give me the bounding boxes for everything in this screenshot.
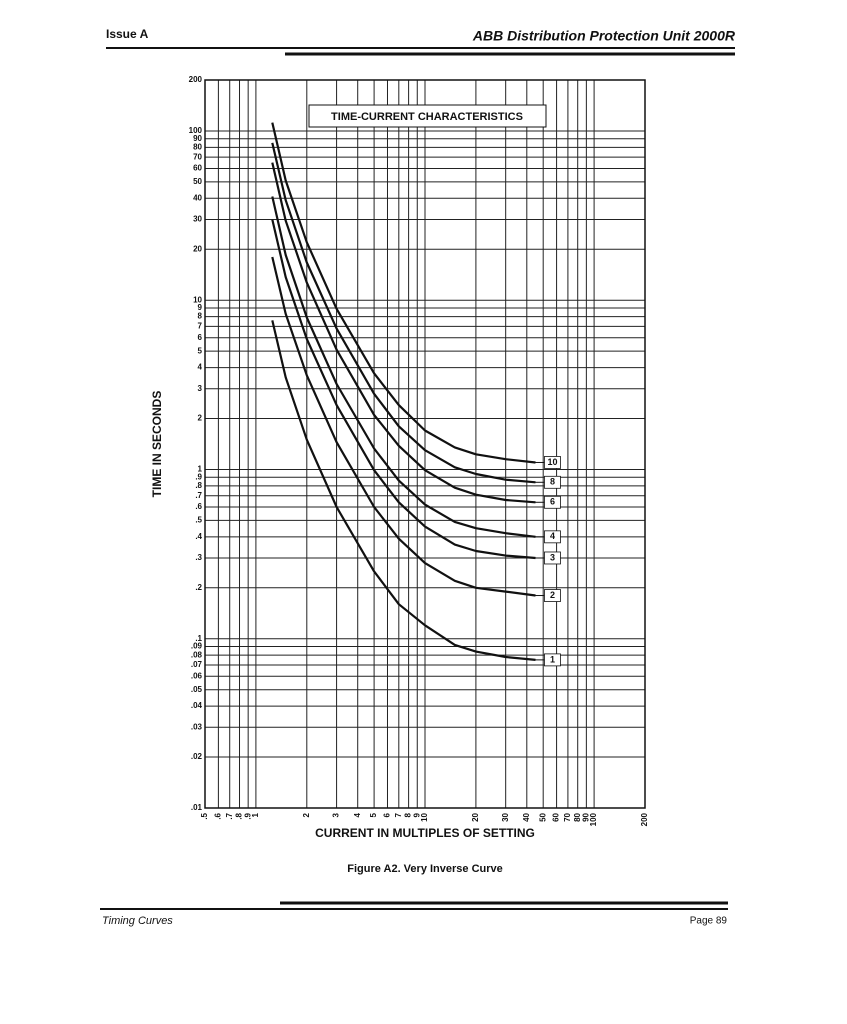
y-tick-label: .09 — [191, 642, 203, 651]
x-tick-label: 20 — [471, 812, 480, 821]
y-tick-label: 7 — [198, 322, 203, 331]
y-tick-label: 100 — [189, 126, 203, 135]
curve — [271, 256, 536, 597]
y-tick-label: 60 — [193, 164, 202, 173]
curve — [271, 219, 536, 560]
y-tick-label: 200 — [189, 75, 203, 84]
curve-label: 1 — [550, 654, 555, 664]
x-tick-label: 70 — [563, 812, 572, 821]
y-tick-label: .04 — [191, 701, 203, 710]
x-tick-label: 60 — [552, 812, 561, 821]
y-tick-label: .4 — [195, 532, 202, 541]
grid — [204, 79, 646, 809]
curve-label: 3 — [550, 552, 555, 562]
curve-label: 10 — [547, 457, 557, 467]
y-tick-label: .1 — [195, 634, 202, 643]
y-tick-label: 8 — [198, 312, 203, 321]
header-title: ABB Distribution Protection Unit 2000R — [472, 28, 736, 44]
y-tick-label: 10 — [193, 295, 202, 304]
footer-page: Page 89 — [690, 916, 728, 927]
x-tick-label: 40 — [522, 812, 531, 821]
curve — [271, 122, 536, 464]
y-tick-label: 2 — [198, 414, 203, 423]
y-axis-label: TIME IN SECONDS — [150, 391, 164, 498]
y-tick-label: .3 — [195, 553, 202, 562]
y-tick-label: 9 — [198, 303, 203, 312]
x-tick-label: 80 — [573, 812, 582, 821]
y-tick-label: .06 — [191, 671, 203, 680]
x-tick-label: 200 — [640, 812, 649, 826]
curve-label-box — [544, 495, 561, 509]
curve — [271, 196, 536, 538]
x-tick-label: 6 — [383, 812, 392, 817]
x-tick-label: 10 — [420, 812, 429, 821]
y-tick-label: .03 — [191, 722, 203, 731]
x-axis-label: CURRENT IN MULTIPLES OF SETTING — [315, 826, 535, 840]
y-tick-label: 5 — [198, 346, 203, 355]
x-tick-label: 5 — [369, 812, 378, 817]
y-tick-label: 90 — [193, 134, 202, 143]
y-tick-label: .08 — [191, 650, 203, 659]
footer-section: Timing Curves — [102, 915, 173, 927]
curve — [271, 142, 536, 484]
x-tick-label: 8 — [404, 812, 413, 817]
y-tick-label: 4 — [198, 363, 203, 372]
x-tick-label: 30 — [501, 812, 510, 821]
curve-label-box — [544, 456, 561, 469]
y-tick-label: .8 — [195, 481, 202, 490]
y-tick-label: .05 — [191, 685, 203, 694]
chart-title: TIME-CURRENT CHARACTERISTICS — [331, 111, 523, 123]
y-tick-label: 20 — [193, 244, 202, 253]
caption: Figure A2. Very Inverse Curve — [347, 863, 503, 875]
title-box — [308, 104, 547, 128]
curve-label: 8 — [550, 477, 555, 487]
y-tick-label: .7 — [195, 491, 202, 500]
issue: Issue A — [106, 27, 149, 41]
x-tick-label: 4 — [353, 812, 362, 817]
x-tick-label: 90 — [581, 812, 590, 821]
x-tick-label: .6 — [213, 812, 222, 819]
curve-label-box — [544, 653, 561, 667]
y-tick-label: 80 — [193, 142, 202, 151]
curve-label-box — [544, 551, 561, 565]
y-tick-label: .5 — [195, 516, 202, 525]
y-tick-label: .01 — [191, 803, 203, 812]
x-tick-label: 1 — [251, 812, 260, 817]
y-tick-label: .02 — [191, 752, 203, 761]
y-tick-label: 6 — [198, 333, 203, 342]
y-tick-label: 70 — [193, 152, 202, 161]
curve-label: 6 — [550, 497, 555, 507]
curve-label-box — [544, 530, 561, 544]
x-tick-label: .7 — [225, 812, 234, 819]
x-tick-label: 2 — [302, 812, 311, 817]
y-tick-label: 30 — [193, 215, 202, 224]
x-tick-label: 50 — [538, 812, 547, 821]
x-tick-label: 7 — [394, 812, 403, 817]
curve — [271, 320, 536, 661]
x-tick-label: 3 — [332, 812, 341, 817]
y-tick-label: 50 — [193, 177, 202, 186]
x-tick-label: 9 — [412, 812, 421, 817]
y-tick-label: 3 — [198, 384, 203, 393]
curve — [271, 162, 536, 504]
x-tick-label: .8 — [235, 812, 244, 819]
plot-frame — [204, 79, 646, 809]
curve-label-box — [544, 475, 561, 489]
curve-label: 2 — [550, 590, 555, 600]
curve-label: 4 — [550, 531, 555, 541]
x-tick-label: 100 — [589, 812, 598, 826]
y-tick-label: 40 — [193, 193, 202, 202]
y-tick-label: .2 — [195, 583, 202, 592]
y-tick-label: .07 — [191, 660, 203, 669]
y-tick-label: 1 — [198, 465, 203, 474]
y-tick-label: .9 — [195, 472, 202, 481]
x-tick-label: .5 — [200, 812, 209, 819]
y-tick-label: .6 — [195, 502, 202, 511]
x-tick-label: .9 — [243, 812, 252, 819]
curve-label-box — [544, 589, 561, 602]
